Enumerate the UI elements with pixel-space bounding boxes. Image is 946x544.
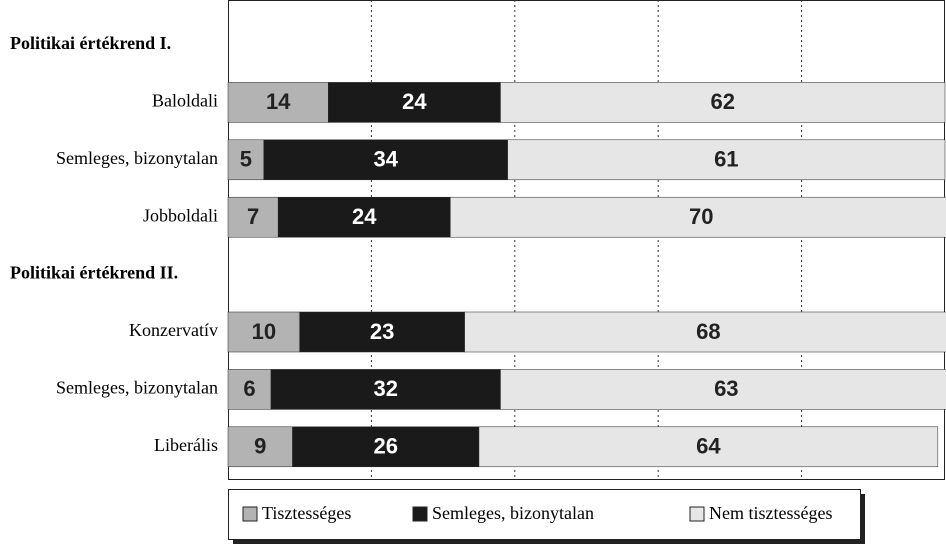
legend-swatch: [689, 506, 705, 522]
bar-segment: [450, 196, 946, 238]
plot-frame: [228, 0, 945, 480]
bar-segment: [227, 82, 329, 123]
value-label: 34: [373, 147, 398, 172]
value-label: 5: [240, 147, 252, 172]
bar-segment: [500, 369, 946, 410]
bar-segment: [227, 196, 279, 238]
value-label: 7: [247, 204, 259, 229]
legend-swatch: [242, 506, 258, 522]
value-label: 63: [714, 376, 738, 401]
legend-label: Tisztességes: [262, 503, 351, 523]
value-label: 68: [696, 319, 720, 344]
bar-segment: [227, 139, 265, 181]
value-label: 24: [352, 204, 377, 229]
bar-segment: [227, 369, 272, 410]
category-label: Konzervatív: [129, 320, 218, 340]
value-label: 61: [714, 147, 738, 172]
category-label: Semleges, bizonytalan: [56, 378, 218, 398]
category-label: Liberális: [154, 435, 218, 455]
bar-segment: [277, 196, 451, 238]
bar-segment: [270, 369, 501, 410]
value-label: 64: [696, 434, 721, 459]
bar-segment: [227, 311, 300, 353]
group-header: Politikai értékrend I.: [10, 33, 171, 53]
value-label: 24: [402, 89, 427, 114]
bar-segment: [263, 139, 508, 181]
group-header: Politikai értékrend II.: [10, 263, 178, 283]
legend-label: Semleges, bizonytalan: [432, 503, 594, 523]
legend-box: [228, 489, 861, 540]
bar-segment: [500, 82, 946, 123]
value-label: 26: [373, 434, 397, 459]
value-label: 14: [266, 89, 291, 114]
bar-segment: [507, 139, 946, 181]
value-label: 70: [689, 204, 713, 229]
category-label: Jobboldali: [143, 205, 218, 225]
bar-segment: [328, 82, 501, 123]
bar-segment: [299, 311, 465, 353]
legend-swatch: [412, 506, 428, 522]
bar-segment: [292, 426, 480, 468]
value-label: 23: [370, 319, 394, 344]
value-label: 6: [243, 376, 255, 401]
category-label: Baloldali: [152, 91, 218, 111]
value-label: 32: [373, 376, 397, 401]
value-label: 9: [254, 434, 266, 459]
category-label: Semleges, bizonytalan: [56, 148, 218, 168]
value-label: 62: [710, 89, 734, 114]
bar-segment: [227, 426, 293, 468]
legend-label: Nem tisztességes: [709, 503, 832, 523]
bar-segment: [478, 426, 939, 468]
value-label: 10: [252, 319, 276, 344]
bar-segment: [464, 311, 946, 353]
